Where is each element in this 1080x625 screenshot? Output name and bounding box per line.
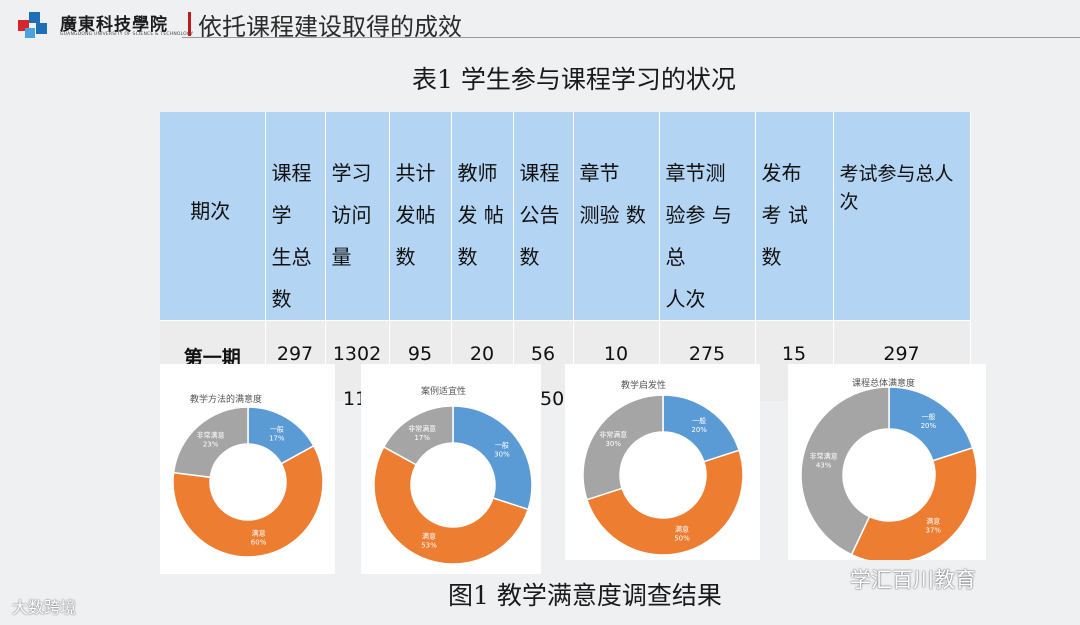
donut-slice	[850, 446, 978, 560]
slice-category-label: 非常满意	[408, 424, 436, 433]
header-line: 章节	[579, 161, 620, 185]
header-line: 数	[761, 245, 782, 269]
header-line: 数	[395, 245, 416, 269]
slice-category-label: 非常满意	[810, 451, 838, 460]
slice-category-label: 满意	[252, 528, 266, 537]
header-line: 学习	[331, 161, 372, 185]
university-logo: 廣東科技學院 GUANGDONG UNIVERSITY OF SCIENCE &…	[14, 8, 194, 42]
header-line: 学	[271, 203, 292, 227]
logo-en-text: GUANGDONG UNIVERSITY OF SCIENCE & TECHNO…	[60, 32, 194, 37]
slice-percent-label: 20%	[921, 422, 937, 430]
table-header-cell: 课程学生总数	[265, 112, 326, 321]
header-line: 生总	[271, 245, 312, 269]
header-line: 发布	[761, 161, 802, 185]
donut-slice	[172, 444, 324, 558]
table-header-cell: 考试参与总人次	[833, 112, 971, 321]
header-line: 共计	[395, 161, 436, 185]
header-rule	[182, 37, 1080, 38]
donut-slice	[382, 405, 454, 466]
header-line: 数	[271, 287, 292, 311]
header-line: 验参 与总	[665, 203, 732, 269]
hidden-cell-value: 50	[540, 388, 565, 410]
slice-percent-label: 23%	[203, 441, 219, 449]
cube-logo-icon	[18, 12, 47, 38]
donut-slice	[373, 445, 530, 565]
slice-percent-label: 53%	[421, 542, 437, 550]
slice-category-label: 一般	[270, 424, 284, 433]
logo-cn-text: 廣東科技學院	[60, 15, 168, 35]
slice-percent-label: 37%	[926, 526, 942, 534]
pie-title: 课程总体满意度	[852, 379, 916, 389]
header-line: 章节测	[665, 161, 726, 185]
slice-category-label: 满意	[926, 516, 940, 525]
table-header-cell: 学习 访问量	[325, 112, 390, 321]
header-line: 课程	[519, 161, 560, 185]
slide-header: 廣東科技學院 GUANGDONG UNIVERSITY OF SCIENCE &…	[0, 0, 1080, 48]
donut-slice	[582, 394, 664, 501]
slice-percent-label: 17%	[269, 434, 285, 442]
title-accent-bar	[188, 12, 191, 36]
donut-slice	[800, 386, 890, 556]
header-line: 测验 数	[579, 203, 646, 227]
pie-panel-case-suitability: 案例适宜性 一般 30% 满意 53% 非常满意 17%	[361, 364, 541, 574]
donut-slice	[585, 449, 744, 556]
header-line: 发 帖	[457, 203, 504, 227]
slice-category-label: 一般	[921, 412, 935, 421]
pie-panel-teaching-method: 教学方法的满意度 一般 17% 满意 60% 非常满意 23%	[160, 364, 335, 574]
slice-percent-label: 17%	[414, 434, 430, 442]
slice-category-label: 满意	[675, 524, 689, 533]
row-label-cell: 第一期	[160, 320, 266, 401]
table-header-cell: 教师发 帖数	[451, 112, 514, 321]
header-line: 课程	[271, 161, 312, 185]
pie-title: 教学方法的满意度	[190, 395, 263, 405]
slice-category-label: 一般	[692, 416, 706, 425]
pie-panel-overall: 课程总体满意度 一般 20% 满意 37% 非常满意 43%	[788, 364, 986, 560]
slice-percent-label: 43%	[816, 461, 832, 469]
header-line: 公告	[519, 203, 560, 227]
figure-caption: 图1 教学满意度调查结果	[448, 581, 722, 610]
table-header-cell: 发布考 试数	[755, 112, 834, 321]
slice-category-label: 非常满意	[599, 430, 627, 439]
header-line: 数	[457, 245, 478, 269]
slice-percent-label: 30%	[605, 440, 621, 448]
watermark-left: 大数跨境	[12, 598, 77, 617]
table-header-cell: 章节测验参 与总人次	[659, 112, 756, 321]
table-header-row: 期次 课程学生总数学习 访问量共计 发帖数教师发 帖数课程 公告数章节 测验 数章节测 验参…	[160, 112, 971, 321]
header-line: 访问	[331, 203, 372, 227]
slide-title: 依托课程建设取得的成效	[198, 13, 462, 41]
table-header-cell: 章节 测验 数	[573, 112, 660, 321]
table-header-cell: 期次	[160, 112, 266, 321]
header-line: 期次	[190, 199, 231, 223]
slice-category-label: 一般	[495, 440, 509, 449]
slice-percent-label: 60%	[251, 538, 267, 546]
header-line: 教师	[457, 161, 498, 185]
header-line: 量	[331, 245, 352, 269]
slice-category-label: 满意	[422, 532, 436, 541]
donut-slice	[452, 405, 533, 511]
pie-title: 教学启发性	[621, 381, 667, 391]
course-participation-table: 期次 课程学生总数学习 访问量共计 发帖数教师发 帖数课程 公告数章节 测验 数章节测 验参…	[160, 112, 971, 401]
slice-percent-label: 30%	[494, 450, 510, 458]
watermark-right: 学汇百川教育	[850, 568, 976, 592]
table-caption: 表1 学生参与课程学习的状况	[412, 65, 736, 94]
pie-panel-inspiration: 教学启发性 一般 20% 满意 50% 非常满意 30%	[565, 364, 760, 560]
slice-percent-label: 20%	[691, 426, 707, 434]
slice-percent-label: 50%	[674, 534, 690, 542]
pie-title: 案例适宜性	[421, 387, 467, 397]
donut-slice	[172, 406, 249, 479]
header-line: 人次	[665, 287, 706, 311]
header-line: 数	[519, 245, 540, 269]
header-line: 考试参与总人次	[839, 163, 954, 213]
header-line: 发帖	[395, 203, 436, 227]
header-line: 考 试	[761, 203, 808, 227]
slice-category-label: 非常满意	[197, 431, 225, 440]
table-header-cell: 课程 公告数	[513, 112, 574, 321]
table-header-cell: 共计 发帖数	[389, 112, 452, 321]
